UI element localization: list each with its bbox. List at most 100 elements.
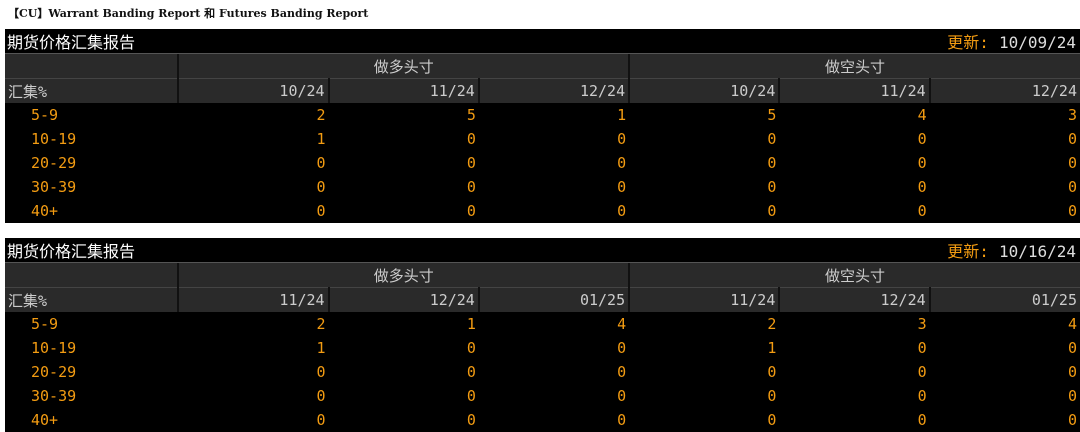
band-value: 0	[316, 411, 326, 429]
band-value: 1	[617, 106, 627, 124]
band-value: 0	[617, 411, 627, 429]
column-header[interactable]: 10/24	[177, 78, 329, 103]
band-label: 20-29	[31, 154, 77, 172]
band-value: 0	[617, 178, 627, 196]
band-value: 1	[316, 339, 326, 357]
band-value: 4	[617, 315, 627, 333]
column-header[interactable]: 12/24	[477, 78, 630, 103]
column-header[interactable]: 11/24	[628, 287, 780, 312]
banding-table: 做多头寸 做空头寸 汇集% 10/24 11/24 12/24 10/24 11/24 12/…	[5, 54, 1080, 223]
band-label: 40+	[31, 202, 59, 220]
band-value: 5	[767, 106, 777, 124]
column-header[interactable]: 10/24	[628, 78, 780, 103]
column-header[interactable]: 01/25	[928, 287, 1080, 312]
band-value: 0	[767, 154, 777, 172]
band-value: 0	[617, 154, 627, 172]
table-row: 40+ 0 0 0 0 0 0	[5, 199, 1080, 223]
table-row: 10-19 1 0 0 1 0 0	[5, 336, 1080, 360]
band-value: 0	[617, 130, 627, 148]
table-row: 10-19 1 0 0 0 0 0	[5, 127, 1080, 151]
column-header[interactable]: 11/24	[327, 78, 479, 103]
band-value: 0	[617, 387, 627, 405]
group-short-header: 做空头寸	[628, 54, 1080, 79]
band-value: 0	[917, 387, 927, 405]
band-value: 0	[1067, 339, 1077, 357]
band-value: 0	[466, 154, 476, 172]
update-date: 10/16/24	[998, 242, 1076, 261]
band-value: 0	[1067, 178, 1077, 196]
column-header[interactable]: 12/24	[327, 287, 479, 312]
band-label: 10-19	[31, 339, 77, 357]
table-row: 20-29 0 0 0 0 0 0	[5, 360, 1080, 384]
band-value: 0	[1067, 154, 1077, 172]
band-label: 40+	[31, 411, 59, 429]
band-value: 0	[466, 202, 476, 220]
band-value: 0	[917, 363, 927, 381]
band-value: 4	[917, 106, 927, 124]
band-value: 4	[1067, 315, 1077, 333]
band-value: 5	[466, 106, 476, 124]
band-value: 3	[1067, 106, 1077, 124]
band-value: 0	[1067, 411, 1077, 429]
column-header[interactable]: 01/25	[477, 287, 630, 312]
table-row: 30-39 0 0 0 0 0 0	[5, 384, 1080, 408]
band-value: 1	[767, 339, 777, 357]
band-value: 0	[316, 154, 326, 172]
band-value: 0	[466, 411, 476, 429]
row-header: 汇集%	[5, 287, 179, 312]
band-value: 0	[917, 130, 927, 148]
band-value: 0	[1067, 202, 1077, 220]
group-short-header: 做空头寸	[628, 263, 1080, 288]
band-value: 0	[617, 202, 627, 220]
band-value: 0	[1067, 363, 1077, 381]
column-header[interactable]: 12/24	[778, 287, 930, 312]
band-value: 0	[466, 339, 476, 357]
band-value: 1	[316, 130, 326, 148]
band-value: 0	[767, 202, 777, 220]
column-header[interactable]: 11/24	[778, 78, 930, 103]
band-label: 5-9	[31, 315, 59, 333]
report-caption: 【CU】Warrant Banding Report 和 Futures Ban…	[8, 7, 369, 20]
banding-table: 做多头寸 做空头寸 汇集% 11/24 12/24 01/25 11/24 12/24 01/…	[5, 263, 1080, 432]
band-value: 0	[767, 363, 777, 381]
band-value: 0	[1067, 387, 1077, 405]
update-info: 更新: 10/16/24	[947, 238, 1080, 262]
group-long-header: 做多头寸	[177, 263, 630, 288]
banding-panel: 期货价格汇集报告 更新: 10/09/24 做多头寸 做空头寸 汇集% 10/24 11…	[5, 29, 1080, 223]
row-header: 汇集%	[5, 78, 179, 103]
header-blank	[5, 263, 179, 288]
band-value: 0	[466, 363, 476, 381]
update-info: 更新: 10/09/24	[947, 29, 1080, 53]
update-date: 10/09/24	[998, 33, 1076, 52]
panel-title-bar: 期货价格汇集报告 更新: 10/16/24	[5, 238, 1080, 263]
band-value: 0	[1067, 130, 1077, 148]
band-value: 0	[917, 411, 927, 429]
band-value: 0	[466, 387, 476, 405]
band-value: 2	[316, 106, 326, 124]
band-value: 2	[767, 315, 777, 333]
band-value: 0	[316, 387, 326, 405]
column-header[interactable]: 12/24	[928, 78, 1080, 103]
band-value: 0	[466, 178, 476, 196]
band-value: 3	[917, 315, 927, 333]
band-value: 0	[316, 363, 326, 381]
table-row: 40+ 0 0 0 0 0 0	[5, 408, 1080, 432]
band-value: 0	[767, 411, 777, 429]
band-label: 30-39	[31, 178, 77, 196]
band-value: 2	[316, 315, 326, 333]
band-value: 0	[917, 202, 927, 220]
band-value: 0	[466, 130, 476, 148]
table-row: 5-9 2 1 4 2 3 4	[5, 312, 1080, 336]
band-value: 0	[316, 202, 326, 220]
band-label: 20-29	[31, 363, 77, 381]
header-blank	[5, 54, 179, 79]
panel-title: 期货价格汇集报告	[7, 33, 136, 52]
panel-title-bar: 期货价格汇集报告 更新: 10/09/24	[5, 29, 1080, 54]
update-label: 更新:	[947, 33, 989, 52]
band-value: 0	[767, 130, 777, 148]
table-row: 30-39 0 0 0 0 0 0	[5, 175, 1080, 199]
band-value: 0	[917, 154, 927, 172]
band-value: 0	[767, 178, 777, 196]
column-header[interactable]: 11/24	[177, 287, 329, 312]
band-value: 0	[316, 178, 326, 196]
